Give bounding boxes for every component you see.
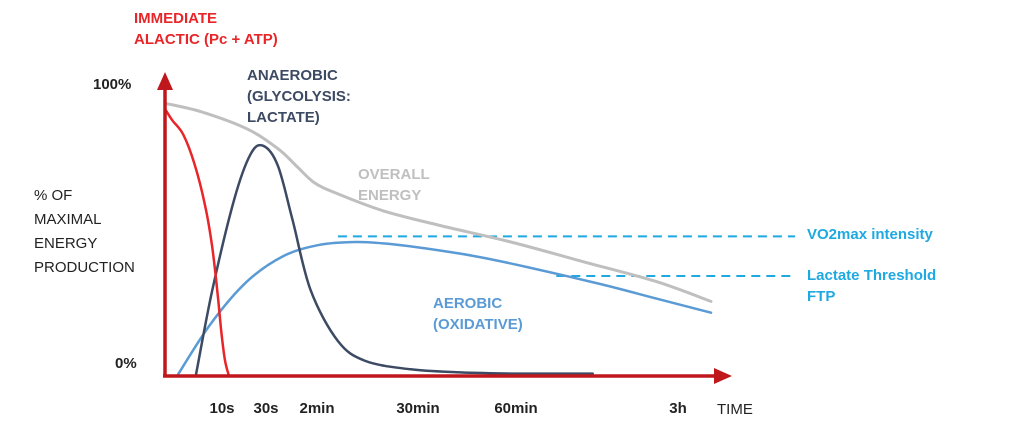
x-tick-30min: 30min: [396, 400, 440, 417]
curve-overall-energy: [163, 101, 713, 303]
y-tick-100: 100%: [93, 76, 132, 93]
series-label-anaerobic: ANAEROBIC (GLYCOLYSIS: LACTATE): [247, 67, 351, 126]
y-tick-0: 0%: [115, 355, 137, 372]
series-label-aerobic: AEROBIC (OXIDATIVE): [433, 295, 523, 333]
axes: [157, 72, 732, 384]
x-tick-3h: 3h: [669, 400, 687, 417]
x-tick-60min: 60min: [494, 400, 538, 417]
x-tick-2min: 2min: [299, 400, 335, 417]
series-label-overall: OVERALL ENERGY: [358, 166, 430, 204]
curve-aerobic: [176, 240, 713, 377]
x-tick-10s: 10s: [209, 400, 235, 417]
x-axis-label: TIME: [717, 401, 753, 418]
reference-label-vo2max: VO2max intensity: [807, 226, 933, 243]
reference-label-lactate-threshold: Lactate Threshold FTP: [807, 267, 937, 305]
y-axis-label: % OF MAXIMAL ENERGY PRODUCTION: [34, 187, 135, 276]
y-axis-arrowhead: [157, 72, 173, 90]
curves: [163, 101, 713, 377]
x-axis-arrowhead: [714, 368, 732, 384]
x-tick-30s: 30s: [253, 400, 279, 417]
curve-anaerobic: [194, 143, 594, 377]
series-label-alactic: IMMEDIATE ALACTIC (Pc + ATP): [134, 10, 278, 48]
reference-lines: [337, 235, 795, 277]
curve-alactic: [163, 107, 230, 377]
